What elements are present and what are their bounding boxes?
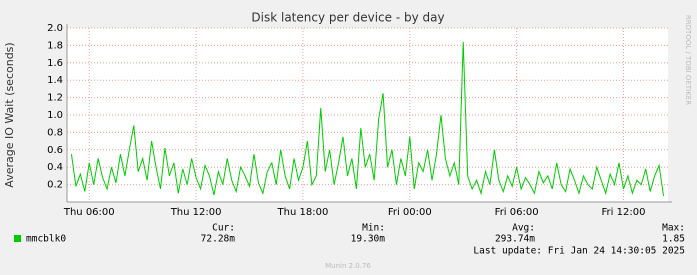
x-tick-label: Thu 18:00: [277, 207, 329, 218]
stat-header: Avg:: [512, 223, 535, 234]
stat-value: 19.30m: [351, 234, 386, 245]
stat-value: 1.85: [662, 234, 685, 245]
stat-value: 72.28m: [201, 234, 236, 245]
y-tick-label: 1.6: [47, 58, 63, 69]
y-tick-label: 1.2: [47, 93, 63, 104]
y-tick-label: 1.8: [47, 40, 63, 51]
stat-header: Cur:: [212, 223, 235, 234]
y-tick-label: 0.2: [47, 180, 63, 191]
stat-value: 293.74m: [495, 234, 535, 245]
legend-swatch: [14, 235, 21, 242]
x-tick-label: Fri 06:00: [495, 207, 539, 218]
y-tick-label: 0.8: [47, 127, 63, 138]
stat-header: Max:: [662, 223, 685, 234]
x-tick-label: Fri 12:00: [602, 207, 646, 218]
side-text: RRDTOOL / TOBI OETIKER: [684, 15, 692, 105]
y-tick-label: 2.0: [47, 23, 63, 34]
x-tick-label: Fri 00:00: [388, 207, 432, 218]
line: [70, 41, 665, 196]
legend-entry: mmcblk0: [26, 234, 66, 245]
last-update: Last update: Fri Jan 24 14:30:05 2025: [473, 246, 685, 257]
x-tick-label: Thu 12:00: [170, 207, 222, 218]
y-tick-label: 0.6: [47, 145, 63, 156]
stat-header: Min:: [362, 223, 385, 234]
y-tick-label: 0.4: [47, 162, 63, 173]
footer: Munin 2.0.76: [325, 262, 371, 270]
y-axis-label: Average IO Wait (seconds): [3, 42, 16, 187]
chart-title: Disk latency per device - by day: [251, 11, 444, 25]
y-tick-label: 1.0: [47, 110, 63, 121]
x-tick-label: Thu 06:00: [63, 207, 115, 218]
y-tick-label: 1.4: [47, 75, 63, 86]
